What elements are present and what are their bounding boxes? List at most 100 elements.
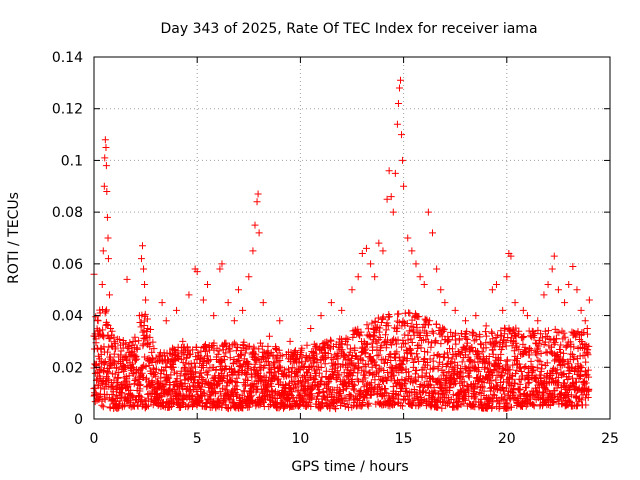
- roti-point: [294, 371, 302, 379]
- roti-point: [520, 333, 528, 341]
- roti-point: [116, 397, 124, 405]
- roti-point: [275, 346, 283, 354]
- roti-peak-point: [103, 213, 111, 221]
- roti-point: [215, 347, 223, 355]
- roti-peak-point: [544, 281, 552, 289]
- roti-point: [118, 383, 126, 391]
- roti-point: [384, 322, 392, 330]
- roti-point: [244, 365, 252, 373]
- roti-point: [124, 382, 132, 390]
- roti-point: [559, 370, 567, 378]
- roti-point: [447, 328, 455, 336]
- roti-point: [500, 395, 508, 403]
- roti-point: [555, 329, 563, 337]
- roti-point: [225, 342, 233, 350]
- roti-point: [427, 343, 435, 351]
- roti-point: [504, 378, 512, 386]
- roti-peak-point: [462, 317, 470, 325]
- roti-point: [99, 403, 107, 411]
- roti-point: [323, 393, 331, 401]
- roti-peak-point: [265, 332, 273, 340]
- roti-point: [207, 392, 215, 400]
- roti-point: [543, 349, 551, 357]
- roti-point: [446, 380, 454, 388]
- roti-point: [497, 350, 505, 358]
- roti-point: [434, 351, 442, 359]
- roti-point: [138, 369, 146, 377]
- roti-point: [582, 358, 590, 366]
- roti-point: [480, 379, 488, 387]
- roti-point: [458, 358, 466, 366]
- roti-peak-point: [383, 195, 391, 203]
- roti-point: [492, 376, 500, 384]
- roti-point: [125, 372, 133, 380]
- roti-point: [515, 327, 523, 335]
- y-tick-label: 0.04: [52, 309, 83, 325]
- roti-point: [103, 321, 111, 329]
- grid-lines: [94, 57, 610, 419]
- roti-point: [429, 329, 437, 337]
- roti-point: [513, 354, 521, 362]
- roti-point: [185, 351, 193, 359]
- roti-point: [144, 402, 152, 410]
- roti-point: [191, 383, 199, 391]
- roti-point: [238, 391, 246, 399]
- roti-peak-point: [140, 265, 148, 273]
- roti-point: [338, 346, 346, 354]
- y-tick-labels: 0 0.02 0.04 0.06 0.08 0.1 0.12 0.14: [52, 50, 83, 428]
- roti-peak-point: [111, 358, 119, 366]
- roti-point: [480, 356, 488, 364]
- roti-point: [494, 331, 502, 339]
- roti-peak-point: [565, 281, 573, 289]
- roti-point: [135, 337, 143, 345]
- roti-point: [489, 335, 497, 343]
- roti-point: [516, 391, 524, 399]
- roti-point: [512, 370, 520, 378]
- roti-point: [269, 360, 277, 368]
- roti-point: [439, 398, 447, 406]
- roti-point: [192, 343, 200, 351]
- roti-point: [107, 342, 115, 350]
- roti-point: [559, 356, 567, 364]
- roti-point: [244, 376, 252, 384]
- roti-point: [459, 381, 467, 389]
- roti-peak-point: [91, 384, 99, 392]
- roti-point: [518, 334, 526, 342]
- roti-peak-point: [185, 291, 193, 299]
- roti-point: [570, 353, 578, 361]
- roti-point: [412, 378, 420, 386]
- roti-peak-point: [115, 368, 123, 376]
- roti-point: [564, 360, 572, 368]
- roti-point: [407, 374, 415, 382]
- roti-point: [267, 366, 275, 374]
- roti-point: [428, 327, 436, 335]
- roti-point: [439, 389, 447, 397]
- roti-peak-point: [199, 296, 207, 304]
- roti-point: [465, 387, 473, 395]
- roti-point: [585, 385, 593, 393]
- roti-peak-point: [105, 291, 113, 299]
- x-tick-label: 25: [601, 431, 619, 447]
- roti-point: [561, 333, 569, 341]
- roti-point: [136, 382, 144, 390]
- roti-point: [325, 343, 333, 351]
- roti-point: [494, 382, 502, 390]
- roti-peak-point: [102, 162, 110, 170]
- roti-point: [488, 403, 496, 411]
- roti-peak-point: [569, 262, 577, 270]
- roti-point: [382, 331, 390, 339]
- roti-point: [509, 361, 517, 369]
- roti-point: [430, 364, 438, 372]
- roti-point: [199, 364, 207, 372]
- roti-point: [249, 399, 257, 407]
- roti-point: [108, 383, 116, 391]
- roti-point: [443, 360, 451, 368]
- roti-peak-point: [389, 208, 397, 216]
- roti-point: [474, 377, 482, 385]
- roti-point: [393, 348, 401, 356]
- roti-point: [487, 377, 495, 385]
- roti-peak-point: [437, 286, 445, 294]
- roti-point: [462, 334, 470, 342]
- roti-point: [141, 404, 149, 412]
